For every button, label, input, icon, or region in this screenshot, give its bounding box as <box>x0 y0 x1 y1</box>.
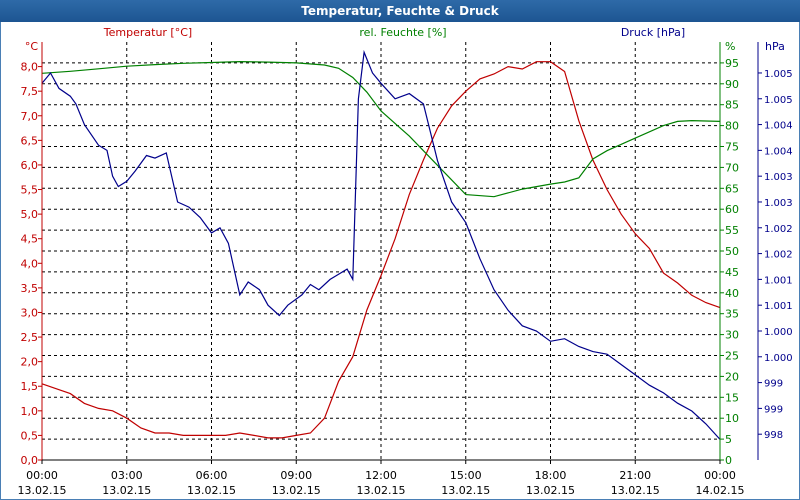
humidity-tick-label: 95 <box>725 57 739 70</box>
humidity-tick-label: 0 <box>725 454 732 467</box>
pressure-tick-label: 999 <box>764 379 783 390</box>
series-layer <box>41 49 721 440</box>
time-tick-label: 21:00 <box>619 469 651 482</box>
date-tick-label: 13.02.15 <box>526 484 575 497</box>
temperature-unit-label: °C <box>25 40 39 53</box>
humidity-tick-label: 20 <box>725 370 739 383</box>
temperature-tick-label: 1,0 <box>21 405 39 418</box>
temperature-tick-label: 7,0 <box>21 110 39 123</box>
humidity-tick-label: 50 <box>725 245 739 258</box>
humidity-tick-label: 5 <box>725 433 732 446</box>
temperature-tick-label: 3,5 <box>21 282 39 295</box>
pressure-unit-label: hPa <box>765 40 785 53</box>
temperature-tick-label: 5,0 <box>21 208 39 221</box>
humidity-tick-label: 35 <box>725 308 739 321</box>
pressure-tick-label: 1.000 <box>764 327 793 338</box>
temperature-tick-label: 4,0 <box>21 257 39 270</box>
humidity-tick-label: 55 <box>725 224 739 237</box>
temperature-tick-label: 3,0 <box>21 306 39 319</box>
date-tick-label: 13.02.15 <box>102 484 151 497</box>
pressure-tick-label: 998 <box>764 430 783 441</box>
temperature-series-line <box>41 61 721 439</box>
humidity-tick-label: 40 <box>725 287 739 300</box>
pressure-tick-label: 999 <box>764 404 783 415</box>
pressure-tick-label: 1.005 <box>764 95 793 106</box>
pressure-tick-label: 1.002 <box>764 250 793 261</box>
pressure-tick-label: 1.004 <box>764 146 793 157</box>
date-tick-label: 13.02.15 <box>441 484 490 497</box>
time-tick-label: 00:00 <box>26 469 58 482</box>
temperature-tick-label: 0,5 <box>21 429 39 442</box>
temperature-tick-label: 7,5 <box>21 85 39 98</box>
time-tick-label: 03:00 <box>111 469 143 482</box>
humidity-tick-label: 85 <box>725 99 739 112</box>
pressure-tick-label: 1.001 <box>764 301 793 312</box>
pressure-tick-label: 1.005 <box>764 69 793 80</box>
temperature-tick-label: 6,0 <box>21 159 39 172</box>
humidity-unit-label: % <box>725 40 735 53</box>
pressure-tick-label: 1.001 <box>764 275 793 286</box>
window-title: Temperatur, Feuchte & Druck <box>0 0 800 22</box>
humidity-tick-label: 90 <box>725 78 739 91</box>
pressure-tick-label: 1.003 <box>764 172 793 183</box>
pressure-tick-label: 1.004 <box>764 121 793 132</box>
pressure-tick-label: 1.002 <box>764 224 793 235</box>
humidity-tick-label: 75 <box>725 141 739 154</box>
pressure-series-line <box>41 49 721 440</box>
pressure-tick-label: 1.003 <box>764 198 793 209</box>
temperature-tick-label: 5,5 <box>21 184 39 197</box>
time-tick-label: 15:00 <box>450 469 482 482</box>
axes-layer: 0,0 0,5 1,0 1,5 2,0 2,5 3,0 3,5 4,0 4,5 5,0 5,5 6,0 6… <box>18 42 793 497</box>
humidity-tick-label: 10 <box>725 412 739 425</box>
time-tick-label: 00:00 <box>704 469 736 482</box>
temperature-tick-label: 6,5 <box>21 134 39 147</box>
humidity-tick-label: 60 <box>725 203 739 216</box>
grid <box>42 42 720 460</box>
date-tick-label: 13.02.15 <box>357 484 406 497</box>
date-tick-label: 14.02.15 <box>696 484 745 497</box>
time-tick-label: 09:00 <box>280 469 312 482</box>
humidity-series-line <box>41 60 721 198</box>
temperature-tick-label: 8,0 <box>21 61 39 74</box>
temperature-tick-label: 1,5 <box>21 380 39 393</box>
date-tick-label: 13.02.15 <box>187 484 236 497</box>
temperature-tick-label: 0,0 <box>21 454 39 467</box>
date-tick-label: 13.02.15 <box>18 484 67 497</box>
humidity-axis-title: rel. Feuchte [%] <box>359 26 446 39</box>
temperature-axis-title: Temperatur [°C] <box>103 26 192 39</box>
pressure-axis-title: Druck [hPa] <box>621 26 685 39</box>
humidity-tick-label: 80 <box>725 120 739 133</box>
humidity-tick-label: 45 <box>725 266 739 279</box>
temperature-tick-label: 4,5 <box>21 233 39 246</box>
humidity-tick-label: 15 <box>725 391 739 404</box>
time-tick-label: 12:00 <box>365 469 397 482</box>
humidity-tick-label: 70 <box>725 161 739 174</box>
pressure-tick-label: 1.000 <box>764 353 793 364</box>
humidity-tick-label: 25 <box>725 350 739 363</box>
date-tick-label: 13.02.15 <box>611 484 660 497</box>
temperature-tick-label: 2,0 <box>21 356 39 369</box>
humidity-tick-label: 65 <box>725 182 739 195</box>
humidity-tick-label: 30 <box>725 329 739 342</box>
time-tick-label: 06:00 <box>196 469 228 482</box>
date-tick-label: 13.02.15 <box>272 484 321 497</box>
temperature-tick-label: 2,5 <box>21 331 39 344</box>
time-tick-label: 18:00 <box>535 469 567 482</box>
